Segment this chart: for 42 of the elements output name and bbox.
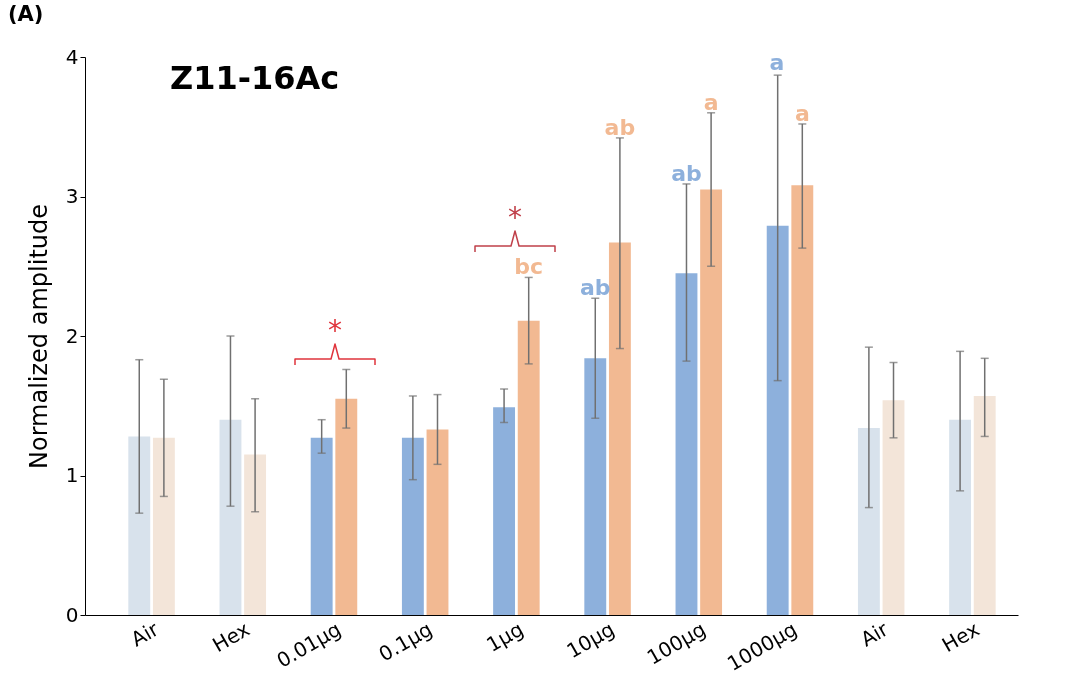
y-axis-title: Normalized amplitude bbox=[24, 203, 53, 470]
annotation: bc bbox=[514, 254, 544, 280]
bar bbox=[766, 225, 789, 615]
x-tick-label: Hex bbox=[208, 616, 254, 658]
bar bbox=[493, 407, 516, 615]
annotation: a bbox=[769, 50, 785, 75]
bar bbox=[310, 437, 333, 615]
bar bbox=[335, 398, 358, 615]
bar bbox=[244, 454, 267, 615]
x-tick-label: Air bbox=[856, 616, 893, 652]
annotation: ab bbox=[671, 160, 702, 186]
bar bbox=[973, 395, 996, 615]
y-tick-label: 1 bbox=[65, 463, 79, 487]
bar bbox=[608, 242, 631, 615]
bar bbox=[401, 437, 424, 615]
bar bbox=[128, 436, 151, 615]
annotation: * bbox=[508, 201, 522, 234]
bar bbox=[517, 320, 540, 615]
y-tick-label: 4 bbox=[65, 44, 79, 69]
bar bbox=[882, 400, 905, 615]
bar bbox=[791, 185, 814, 615]
bar bbox=[949, 419, 972, 615]
x-tick-label: Hex bbox=[937, 616, 984, 658]
bar bbox=[675, 273, 698, 615]
annotation: ab bbox=[604, 114, 636, 140]
bar bbox=[219, 419, 242, 615]
bar bbox=[700, 189, 723, 615]
y-tick-label: 2 bbox=[65, 323, 79, 348]
bar bbox=[152, 437, 175, 615]
x-tick-label: 1μg bbox=[482, 616, 528, 657]
chart-title: Z11-16Ac bbox=[170, 59, 340, 97]
annotation: * bbox=[328, 314, 342, 347]
x-tick-label: Air bbox=[126, 616, 164, 652]
annotation: a bbox=[703, 89, 719, 115]
y-tick-label: 0 bbox=[65, 602, 79, 627]
bar bbox=[584, 358, 607, 615]
annotation: a bbox=[794, 100, 810, 126]
text: (A) bbox=[8, 2, 44, 26]
y-tick-label: 3 bbox=[65, 184, 79, 208]
x-tick-label: 10μg bbox=[562, 616, 619, 664]
bar bbox=[857, 428, 880, 615]
bar bbox=[426, 429, 449, 615]
